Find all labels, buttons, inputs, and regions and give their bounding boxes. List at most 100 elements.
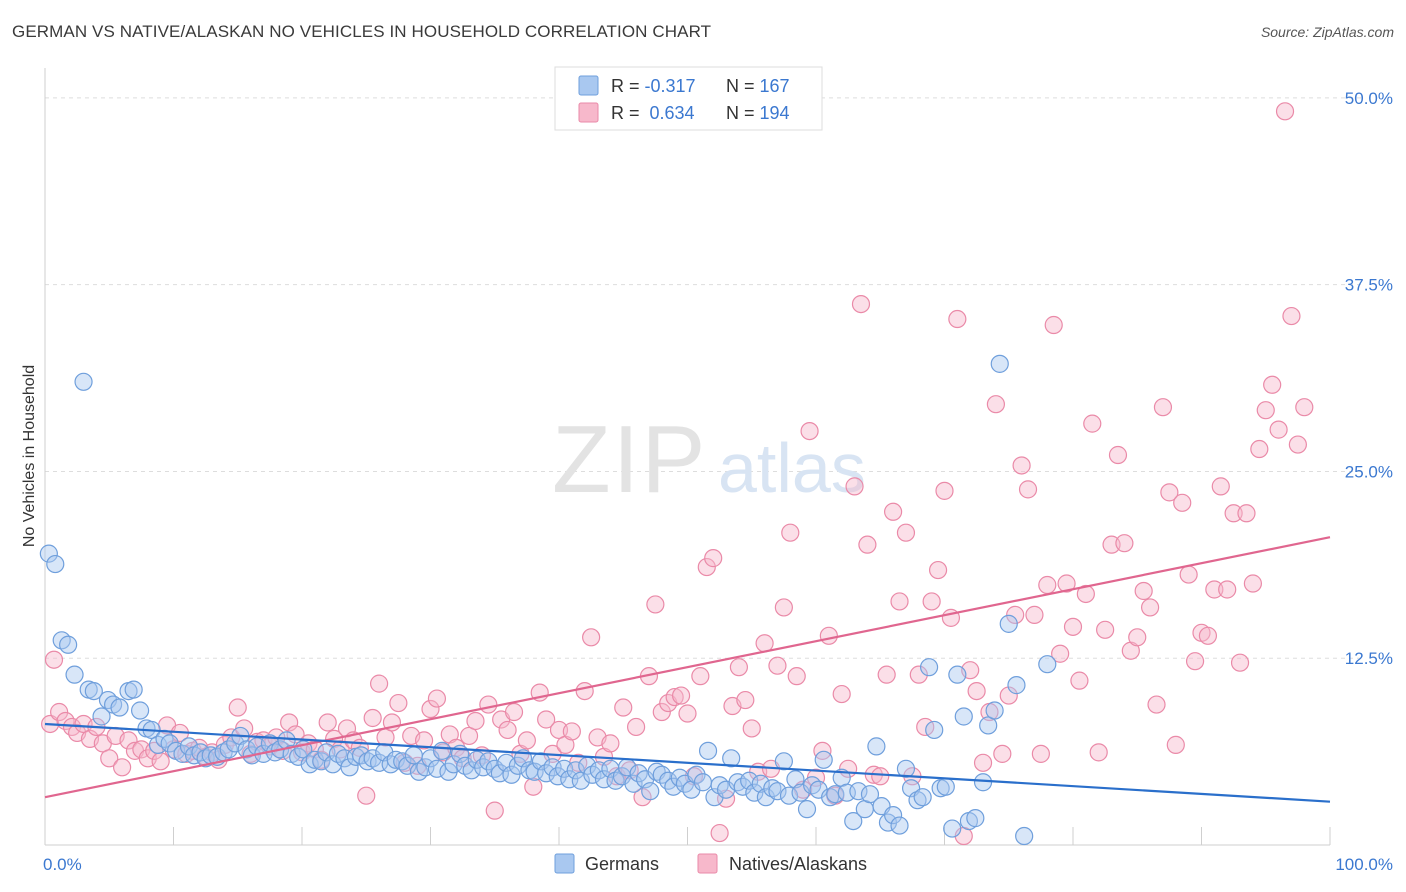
native-point	[890, 592, 909, 611]
native-point	[652, 702, 671, 722]
german-point	[948, 665, 967, 684]
native-point	[1044, 315, 1063, 335]
native-point	[896, 523, 916, 542]
german-point	[896, 759, 916, 778]
german-point	[756, 788, 775, 807]
svg-text:R = 0.634: R = 0.634	[611, 103, 695, 123]
natives-trend-line	[44, 536, 1331, 799]
y-tick-label: 25.0%	[1345, 462, 1393, 481]
native-point	[1166, 735, 1185, 754]
german-point	[860, 785, 880, 804]
german-point	[641, 782, 660, 801]
german-point	[59, 635, 78, 654]
native-point	[1108, 445, 1128, 465]
y-tick-label: 12.5%	[1345, 649, 1393, 668]
native-point	[928, 560, 948, 580]
german-point	[774, 752, 793, 771]
native-point	[1128, 628, 1147, 647]
native-point	[993, 744, 1012, 763]
stats-legend-swatch-natives	[578, 102, 599, 123]
native-point	[363, 708, 382, 728]
native-point	[228, 698, 247, 717]
german-point	[768, 782, 787, 801]
german-point	[814, 750, 833, 769]
german-point	[990, 354, 1009, 373]
german-point	[427, 759, 447, 778]
gridlines	[45, 97, 1365, 659]
native-point	[909, 665, 928, 684]
german-point	[844, 811, 863, 831]
natives-r-label: R =	[611, 103, 645, 123]
y-tick-labels: 12.5% 25.0% 37.5% 50.0%	[1345, 89, 1393, 668]
native-point	[421, 699, 440, 719]
native-point	[774, 598, 793, 617]
native-point	[504, 702, 524, 722]
native-point	[1282, 306, 1301, 326]
native-point	[883, 502, 903, 521]
native-point	[1153, 398, 1173, 417]
native-point	[1006, 605, 1025, 624]
native-point	[389, 693, 408, 713]
german-point	[999, 614, 1018, 633]
legend-swatch-germans	[554, 853, 575, 874]
native-point	[1134, 581, 1153, 601]
german-point	[416, 758, 435, 777]
german-point	[555, 759, 574, 778]
native-point	[1185, 652, 1205, 671]
svg-text:N = 194: N = 194	[726, 103, 790, 123]
native-point	[697, 557, 716, 577]
svg-text:N = 167: N = 167	[726, 76, 790, 96]
native-point	[948, 309, 967, 329]
native-point	[832, 684, 851, 704]
native-point	[485, 801, 504, 820]
native-point	[1051, 644, 1070, 663]
native-point	[1038, 575, 1057, 595]
native-point	[755, 634, 774, 653]
native-point	[1160, 483, 1179, 502]
native-point	[1250, 439, 1269, 459]
german-point	[74, 372, 93, 391]
german-point	[740, 771, 759, 790]
german-point	[474, 758, 493, 777]
native-point	[1147, 695, 1166, 714]
german-point	[444, 755, 463, 774]
german-point	[973, 773, 993, 792]
germans-r-label: R =	[611, 76, 645, 96]
native-point	[112, 758, 132, 777]
german-point	[826, 785, 845, 804]
bottom-legend: Germans Natives/Alaskans	[554, 853, 867, 874]
german-point	[92, 707, 111, 726]
stats-legend-swatch-germans	[578, 75, 599, 96]
german-point	[130, 701, 150, 720]
natives-n-label: N =	[726, 103, 760, 123]
native-point	[671, 686, 691, 705]
native-point	[151, 752, 170, 771]
german-point	[908, 791, 927, 810]
german-point	[497, 753, 516, 772]
native-point	[858, 535, 877, 554]
german-point	[432, 741, 452, 760]
native-point	[370, 674, 389, 693]
chart-title: GERMAN VS NATIVE/ALASKAN NO VEHICLES IN …	[12, 22, 712, 41]
native-point	[819, 626, 838, 645]
native-point	[1179, 565, 1198, 584]
native-point	[800, 421, 819, 441]
native-point	[1218, 580, 1237, 599]
stats-legend-box	[554, 66, 823, 131]
native-point	[498, 720, 517, 740]
german-point	[763, 779, 782, 798]
german-point	[312, 752, 331, 771]
german-point	[745, 783, 764, 802]
german-point	[821, 788, 840, 807]
native-point	[877, 665, 896, 684]
native-point	[742, 719, 761, 738]
german-point	[237, 740, 256, 759]
native-point	[318, 713, 337, 732]
native-point	[710, 823, 729, 843]
german-point	[1007, 676, 1026, 695]
german-point	[479, 752, 498, 771]
native-point	[50, 702, 69, 722]
german-point	[490, 764, 509, 783]
native-point	[1083, 414, 1102, 433]
german-point	[65, 665, 84, 684]
